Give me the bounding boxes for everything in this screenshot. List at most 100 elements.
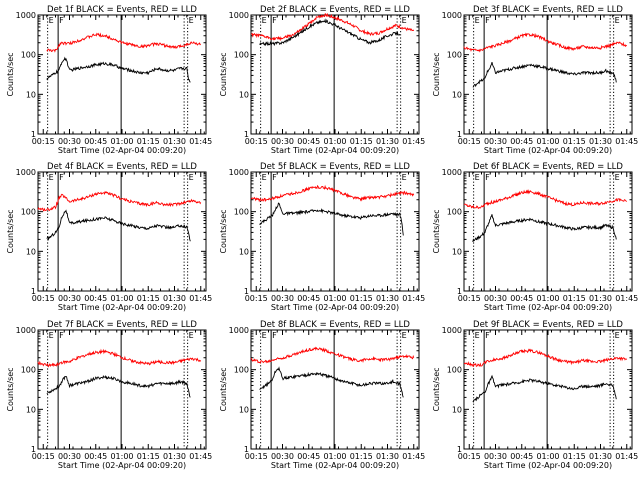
event-mark-label: F — [59, 16, 64, 25]
event-mark-label: F — [485, 16, 490, 25]
x-tick-label: 01:30 — [376, 452, 399, 461]
x-tick-label: 00:45 — [84, 294, 107, 303]
x-tick-label: 01:45 — [615, 452, 638, 461]
x-tick-label: 01:00 — [110, 137, 133, 146]
y-tick-label: 1000 — [229, 11, 249, 20]
x-tick-label: 01:00 — [323, 452, 346, 461]
y-tick-label: 10 — [239, 90, 249, 99]
detector-panel-1: Det 1f BLACK = Events, RED = LLD 1 10 100 10… — [6, 5, 212, 155]
y-tick-label: 10 — [239, 405, 249, 414]
panel-title: Det 7f BLACK = Events, RED = LLD — [47, 320, 197, 330]
y-tick-label: 1 — [457, 445, 462, 454]
x-tick-label: 00:30 — [271, 294, 294, 303]
x-tick-label: 01:00 — [323, 294, 346, 303]
event-mark-label: E — [262, 16, 267, 25]
y-tick-label: 100 — [21, 208, 36, 217]
event-mark-label: E — [49, 173, 54, 182]
event-mark-label: F — [59, 331, 64, 340]
x-tick-label: 00:45 — [297, 452, 320, 461]
x-tick-label: 00:15 — [458, 294, 481, 303]
plot-frame — [463, 329, 633, 450]
detector-panel-6: Det 6f BLACK = Events, RED = LLD 1 10 100 10… — [432, 162, 638, 312]
lld-series-line — [250, 346, 415, 364]
y-tick-label: 1 — [244, 130, 249, 139]
x-tick-label: 00:45 — [297, 294, 320, 303]
x-tick-label: 00:15 — [245, 294, 268, 303]
x-tick-label: 00:30 — [484, 137, 507, 146]
x-tick-label: 01:30 — [589, 137, 612, 146]
lld-series-line — [250, 184, 415, 203]
event-mark-label: F — [59, 173, 64, 182]
detector-panel-3: Det 3f BLACK = Events, RED = LLD 1 10 100 10… — [432, 5, 638, 155]
x-axis-label: Start Time (02-Apr-04 00:09:20) — [484, 146, 612, 155]
y-axis-label: Counts/sec — [219, 367, 228, 411]
x-tick-label: 00:30 — [271, 452, 294, 461]
x-tick-label: 01:15 — [350, 294, 373, 303]
events-series-line — [46, 56, 191, 83]
event-mark-label: E — [615, 331, 620, 340]
y-tick-label: 1 — [31, 287, 36, 296]
x-tick-label: 01:15 — [563, 137, 586, 146]
x-tick-label: 01:00 — [536, 294, 559, 303]
y-axis-label: Counts/sec — [6, 52, 15, 96]
x-tick-label: 01:30 — [163, 452, 186, 461]
x-tick-label: 00:30 — [484, 452, 507, 461]
y-tick-label: 100 — [234, 366, 249, 375]
x-tick-label: 00:30 — [58, 294, 81, 303]
x-tick-label: 01:45 — [189, 137, 212, 146]
y-axis-label: Counts/sec — [432, 367, 441, 411]
x-tick-label: 00:15 — [32, 452, 55, 461]
event-mark-label: E — [615, 173, 620, 182]
y-tick-label: 1 — [457, 287, 462, 296]
x-axis-label: Start Time (02-Apr-04 00:09:20) — [271, 146, 399, 155]
y-axis-label: Counts/sec — [6, 209, 15, 253]
event-mark-label: E — [49, 16, 54, 25]
events-series-line — [46, 374, 191, 398]
panel-title: Det 8f BLACK = Events, RED = LLD — [260, 320, 410, 330]
plot-frame — [250, 329, 420, 450]
x-tick-label: 01:15 — [350, 137, 373, 146]
x-tick-label: 00:45 — [510, 137, 533, 146]
event-mark-label: E — [475, 16, 480, 25]
y-tick-label: 1000 — [442, 168, 462, 177]
plot-frame — [463, 14, 633, 135]
lld-series-line — [463, 189, 627, 210]
x-tick-label: 01:30 — [163, 294, 186, 303]
x-tick-label: 00:30 — [484, 294, 507, 303]
y-tick-label: 100 — [21, 51, 36, 60]
x-tick-label: 00:15 — [32, 294, 55, 303]
x-axis-label: Start Time (02-Apr-04 00:09:20) — [58, 146, 186, 155]
y-tick-label: 1000 — [442, 326, 462, 335]
x-tick-label: 01:15 — [563, 294, 586, 303]
x-tick-label: 01:30 — [589, 294, 612, 303]
x-tick-label: 01:15 — [137, 294, 160, 303]
event-mark-label: E — [402, 173, 407, 182]
x-tick-label: 01:00 — [536, 452, 559, 461]
lld-series-line — [37, 348, 202, 368]
event-mark-label: F — [272, 173, 277, 182]
x-tick-label: 01:45 — [189, 294, 212, 303]
panel-title: Det 2f BLACK = Events, RED = LLD — [260, 5, 410, 15]
y-tick-label: 100 — [447, 208, 462, 217]
x-tick-label: 00:45 — [510, 294, 533, 303]
x-tick-label: 00:45 — [84, 137, 107, 146]
y-tick-label: 1000 — [16, 168, 36, 177]
x-tick-label: 00:30 — [58, 452, 81, 461]
plot-frame — [37, 171, 207, 292]
events-series-line — [259, 202, 404, 236]
y-tick-label: 10 — [452, 90, 462, 99]
event-mark-label: E — [262, 173, 267, 182]
y-tick-label: 10 — [26, 247, 36, 256]
x-tick-label: 01:30 — [163, 137, 186, 146]
lld-series-line — [46, 32, 201, 53]
panel-title: Det 4f BLACK = Events, RED = LLD — [47, 162, 197, 172]
y-tick-label: 10 — [452, 247, 462, 256]
plot-frame — [37, 14, 207, 135]
y-axis-label: Counts/sec — [6, 367, 15, 411]
event-mark-label: F — [485, 331, 490, 340]
x-tick-label: 01:45 — [402, 137, 425, 146]
event-mark-label: E — [262, 331, 267, 340]
plot-frame — [463, 171, 633, 292]
x-tick-label: 00:45 — [510, 452, 533, 461]
